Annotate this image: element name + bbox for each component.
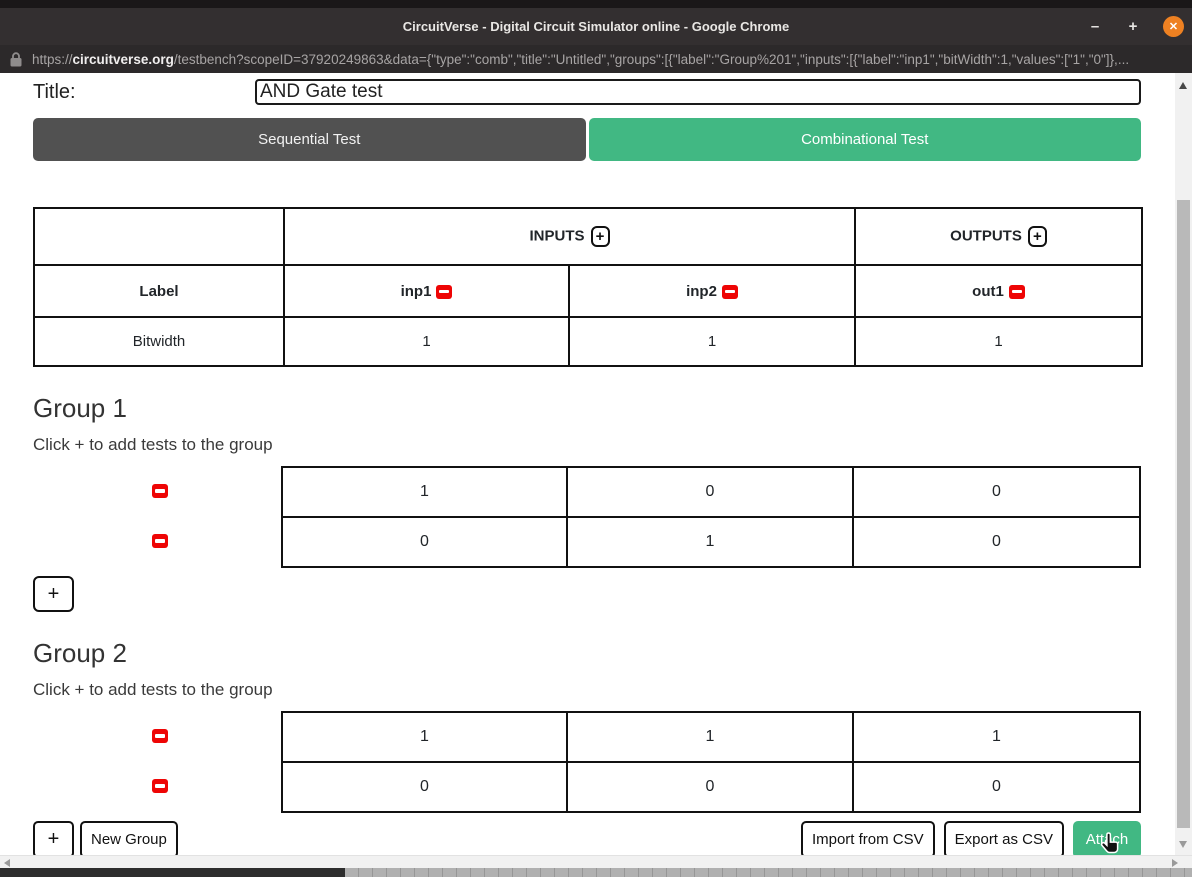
group-1-remove-column <box>33 466 281 568</box>
scroll-down-icon[interactable] <box>1179 841 1187 848</box>
page-viewport: Title: Sequential Test Combinational Tes… <box>0 73 1192 855</box>
test-cell[interactable]: 0 <box>852 466 1141 518</box>
bottom-panel <box>0 868 1192 877</box>
sequential-test-button[interactable]: Sequential Test <box>33 118 586 161</box>
bitwidth-out1[interactable]: 1 <box>854 316 1144 367</box>
scroll-up-icon[interactable] <box>1179 82 1187 89</box>
inp2-label[interactable]: inp2 <box>686 282 717 300</box>
window-title: CircuitVerse - Digital Circuit Simulator… <box>402 19 790 34</box>
url-text: https://circuitverse.org/testbench?scope… <box>32 52 1129 67</box>
title-input[interactable] <box>255 79 1141 105</box>
window-controls: – + ✕ <box>1087 8 1184 45</box>
remove-inp1-button[interactable] <box>436 284 453 299</box>
vertical-scrollbar[interactable] <box>1175 73 1192 855</box>
group-2-test-table: 1 1 1 0 0 0 <box>281 711 1141 813</box>
remove-out1-button[interactable] <box>1008 284 1025 299</box>
test-cell[interactable]: 0 <box>281 516 568 568</box>
bitwidth-row-header: Bitwidth <box>33 316 285 367</box>
test-row: 1 1 1 <box>281 711 1141 763</box>
import-csv-button[interactable]: Import from CSV <box>800 821 935 855</box>
group-1-test-table: 1 0 0 0 1 0 <box>281 466 1141 568</box>
footer-toolbar: + New Group Import from CSV Export as CS… <box>33 821 1141 855</box>
group-2-rows: 1 1 1 0 0 0 <box>33 711 1141 813</box>
test-type-switch: Sequential Test Combinational Test <box>33 118 1141 161</box>
group-2-hint: Click + to add tests to the group <box>33 680 273 699</box>
out1-label[interactable]: out1 <box>972 282 1004 300</box>
testbench-header-table: INPUTS + OUTPUTS + Label inp1 inp2 out <box>33 207 1144 367</box>
url-protocol: https:// <box>32 51 73 67</box>
remove-test-row-button[interactable] <box>151 729 168 743</box>
bitwidth-inp1[interactable]: 1 <box>283 316 570 367</box>
scroll-right-icon[interactable] <box>1172 859 1178 867</box>
url-host: circuitverse.org <box>72 51 174 67</box>
outputs-header-cell: OUTPUTS + <box>854 207 1144 266</box>
desktop-top-strip <box>0 0 1192 8</box>
remove-test-row-button[interactable] <box>151 779 168 793</box>
test-cell[interactable]: 0 <box>852 516 1141 568</box>
group-1-add-test-button[interactable]: + <box>33 576 74 612</box>
inp1-label[interactable]: inp1 <box>400 282 432 300</box>
add-output-button[interactable]: + <box>1027 226 1047 247</box>
add-input-button[interactable]: + <box>590 226 610 247</box>
test-cell[interactable]: 1 <box>281 466 568 518</box>
test-row: 0 1 0 <box>281 516 1141 568</box>
label-row-header: Label <box>33 264 285 318</box>
test-cell[interactable]: 0 <box>566 761 854 813</box>
horizontal-scrollbar[interactable] <box>0 855 1192 868</box>
test-row: 1 0 0 <box>281 466 1141 518</box>
test-cell[interactable]: 1 <box>852 711 1141 763</box>
lock-icon <box>10 51 22 67</box>
remove-test-row-button[interactable] <box>151 484 168 498</box>
url-path: /testbench?scopeID=37920249863&data={"ty… <box>173 51 1130 67</box>
inputs-header-cell: INPUTS + <box>282 207 857 266</box>
title-row: Title: <box>33 79 1141 105</box>
test-cell[interactable]: 1 <box>566 516 854 568</box>
group-1-hint: Click + to add tests to the group <box>33 435 273 454</box>
input-column-inp1: inp1 <box>283 264 570 318</box>
close-button[interactable]: ✕ <box>1163 16 1184 37</box>
scroll-left-icon[interactable] <box>4 859 10 867</box>
output-column-out1: out1 <box>854 264 1144 318</box>
group-2-add-test-button[interactable]: + <box>33 821 74 855</box>
bottom-panel-dark-segment <box>0 868 345 877</box>
vertical-scrollbar-thumb[interactable] <box>1177 200 1190 828</box>
test-cell[interactable]: 1 <box>281 711 568 763</box>
test-cell[interactable]: 1 <box>566 711 854 763</box>
group-1-title: Group 1 <box>33 393 127 423</box>
input-column-inp2: inp2 <box>567 264 857 318</box>
combinational-test-button[interactable]: Combinational Test <box>588 118 1141 161</box>
export-csv-button[interactable]: Export as CSV <box>943 821 1064 855</box>
group-2-remove-column <box>33 711 281 813</box>
test-row: 0 0 0 <box>281 761 1141 813</box>
title-label: Title: <box>33 80 76 103</box>
bitwidth-inp2[interactable]: 1 <box>567 316 857 367</box>
inputs-header-label: INPUTS <box>529 227 585 245</box>
url-bar[interactable]: https://circuitverse.org/testbench?scope… <box>0 45 1192 73</box>
bottom-panel-light-segment <box>345 868 1192 877</box>
empty-corner-cell <box>33 207 285 266</box>
mouse-cursor-icon <box>1098 831 1124 857</box>
window-titlebar: CircuitVerse - Digital Circuit Simulator… <box>0 8 1192 45</box>
test-cell[interactable]: 0 <box>281 761 568 813</box>
group-2-title: Group 2 <box>33 638 127 668</box>
remove-test-row-button[interactable] <box>151 534 168 548</box>
test-cell[interactable]: 0 <box>566 466 854 518</box>
maximize-button[interactable]: + <box>1128 18 1138 35</box>
group-1-rows: 1 0 0 0 1 0 <box>33 466 1141 568</box>
new-group-button[interactable]: New Group <box>80 821 178 855</box>
minimize-button[interactable]: – <box>1090 18 1100 35</box>
outputs-header-label: OUTPUTS <box>950 227 1022 245</box>
remove-inp2-button[interactable] <box>721 284 738 299</box>
test-cell[interactable]: 0 <box>852 761 1141 813</box>
